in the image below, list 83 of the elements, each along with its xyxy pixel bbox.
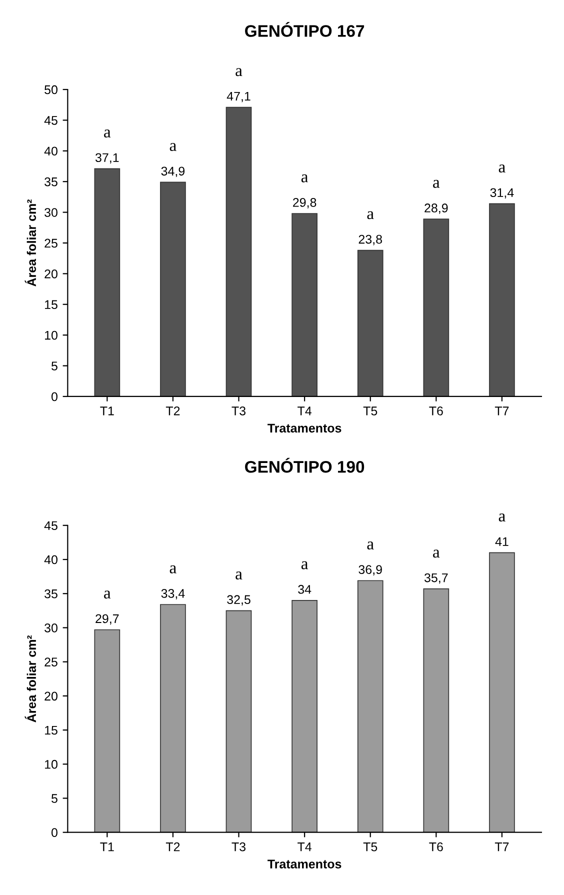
annotation: a: [367, 541, 374, 550]
y-tick-label: 5: [52, 362, 58, 370]
data-label: 47,1: [226, 92, 250, 102]
bar: [94, 629, 120, 832]
y-tick-label: 0: [51, 392, 58, 402]
bar: [226, 610, 252, 832]
data-label: 35,7: [424, 573, 448, 584]
annotation: a: [170, 565, 176, 574]
x-tick-label: T3: [232, 406, 246, 416]
annotation: a: [367, 211, 374, 220]
x-tick-label: T5: [363, 842, 378, 852]
y-tick-label: 30: [44, 624, 58, 632]
y-tick-label: 10: [45, 760, 58, 769]
data-label: 36,9: [358, 565, 382, 576]
bar: [160, 182, 186, 396]
x-tick-label: T6: [429, 842, 443, 852]
x-axis-title: Tratamentos: [268, 424, 342, 433]
annotation: a: [170, 143, 176, 152]
y-tick-label: 25: [44, 658, 58, 666]
annotation: a: [104, 590, 111, 599]
y-tick-label: 5: [52, 794, 58, 803]
y-tick-label: 20: [44, 692, 58, 701]
y-tick-label: 40: [44, 146, 58, 156]
y-tick-label: 10: [45, 330, 58, 340]
x-tick-label: T2: [166, 842, 180, 852]
annotation: a: [104, 130, 111, 138]
y-axis-title: Área foliar cm²: [24, 199, 36, 286]
data-label: 33,4: [161, 589, 185, 600]
y-tick-label: 25: [44, 238, 58, 248]
chart-title: GENÓTIPO 167: [245, 22, 364, 37]
x-tick-label: T6: [429, 406, 443, 416]
bar: [292, 213, 318, 396]
data-label: 28,9: [424, 204, 448, 214]
y-tick-label: 50: [44, 85, 58, 94]
annotation: a: [498, 164, 506, 173]
y-tick-label: 45: [44, 116, 58, 125]
x-tick-label: T4: [298, 842, 312, 852]
data-label: 41: [495, 537, 508, 546]
bar: [489, 203, 515, 396]
bar: [423, 588, 450, 832]
y-tick-label: 40: [44, 555, 58, 564]
annotation: a: [433, 180, 440, 188]
bar: [489, 552, 515, 832]
data-label: 37,1: [95, 153, 119, 164]
annotation: a: [301, 174, 308, 182]
x-tick-label: T4: [298, 406, 312, 416]
bar: [292, 600, 318, 832]
data-label: 31,4: [490, 188, 514, 199]
data-label: 34,9: [161, 166, 185, 178]
chart-title: GENÓTIPO 190: [245, 458, 364, 473]
y-tick-label: 35: [44, 589, 58, 598]
data-label: 29,7: [96, 614, 119, 625]
x-tick-label: T5: [363, 406, 378, 416]
data-label: 34: [298, 584, 312, 594]
x-tick-label: T1: [100, 406, 114, 416]
y-tick-label: 35: [44, 177, 58, 186]
text: a: [236, 68, 242, 76]
annotation: a: [236, 572, 242, 580]
data-label: 29,8: [293, 198, 316, 208]
y-tick-label: 0: [51, 828, 58, 837]
bar: [357, 250, 384, 396]
y-tick-label: 45: [44, 521, 58, 530]
data-label: 32,5: [227, 595, 250, 606]
bar: [423, 218, 450, 396]
annotation: a: [301, 561, 308, 570]
text: a: [498, 514, 506, 522]
x-tick-label: T1: [100, 842, 114, 852]
y-tick-label: 15: [45, 300, 58, 310]
x-tick-label: T7: [494, 842, 509, 852]
x-tick-label: T3: [232, 842, 246, 852]
bar: [160, 604, 186, 832]
x-axis-title: Tratamentos: [268, 860, 342, 868]
y-tick-label: 15: [45, 726, 58, 735]
bar: [357, 580, 384, 832]
y-tick-label: 20: [44, 269, 58, 278]
x-tick-label: T7: [494, 406, 509, 416]
bar: [94, 168, 120, 396]
bar: [226, 106, 252, 396]
y-tick-label: 30: [44, 208, 58, 217]
x-tick-label: T2: [166, 406, 180, 416]
y-axis-title: Área foliar cm²: [24, 635, 36, 722]
data-label: 23,8: [358, 234, 382, 246]
annotation: a: [433, 550, 440, 558]
